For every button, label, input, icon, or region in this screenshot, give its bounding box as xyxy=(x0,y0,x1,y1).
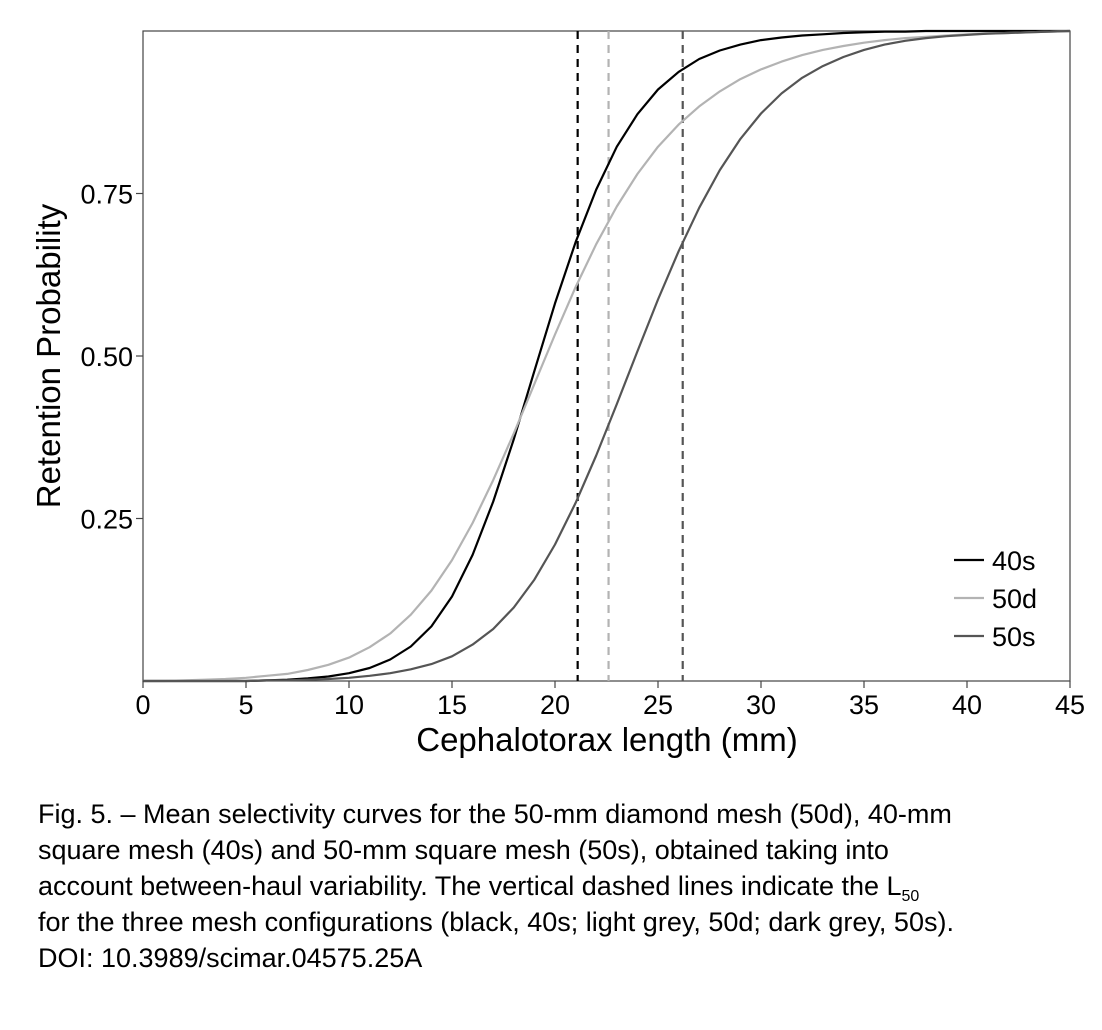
x-tick-label: 45 xyxy=(1055,690,1085,720)
axes: 0 5 10 15 20 25 30 35 40 45 0.25 0.50 0.75 xyxy=(80,180,1085,721)
plot-border xyxy=(142,30,1071,682)
y-tick-label: 0.25 xyxy=(80,505,133,535)
series-line-40s xyxy=(143,29,1070,683)
x-tick-label: 40 xyxy=(952,690,982,720)
legend-label-40s: 40s xyxy=(992,546,1036,576)
caption-line-1: Fig. 5. – Mean selectivity curves for th… xyxy=(38,799,952,829)
x-tick-label: 10 xyxy=(334,690,364,720)
series-line-50d xyxy=(143,29,1071,683)
caption-line-3-text: account between-haul variability. The ve… xyxy=(38,871,902,901)
x-tick-label: 5 xyxy=(238,690,253,720)
y-tick-label: 0.50 xyxy=(80,342,133,372)
y-tick-label: 0.75 xyxy=(80,180,133,210)
legend-label-50s: 50s xyxy=(992,622,1036,652)
caption-line-4: for the three mesh configurations (black… xyxy=(38,907,954,937)
figure-caption: Fig. 5. – Mean selectivity curves for th… xyxy=(38,796,1088,976)
x-tick-label: 25 xyxy=(643,690,673,720)
x-axis-title: Cephalotorax length (mm) xyxy=(416,721,798,758)
x-tick-label: 15 xyxy=(437,690,467,720)
caption-line-5: DOI: 10.3989/scimar.04575.25A xyxy=(38,943,423,973)
l50-lines xyxy=(576,31,684,681)
x-tick-label: 35 xyxy=(849,690,879,720)
caption-line-3: account between-haul variability. The ve… xyxy=(38,868,1088,905)
x-tick-label: 20 xyxy=(540,690,570,720)
legend-label-50d: 50d xyxy=(992,584,1037,614)
y-axis-title: Retention Probability xyxy=(30,203,67,508)
series-line-50s xyxy=(143,29,1071,683)
selectivity-chart: 0 5 10 15 20 25 30 35 40 45 0.25 0.50 0.75 40s 50d 50s… xyxy=(30,29,1085,758)
plot-area xyxy=(142,30,1071,682)
series-lines xyxy=(143,29,1071,683)
x-tick-label: 30 xyxy=(746,690,776,720)
caption-l50-subscript: 50 xyxy=(901,888,920,905)
legend: 40s 50d 50s xyxy=(954,546,1037,652)
x-tick-label: 0 xyxy=(135,690,150,720)
caption-line-2: square mesh (40s) and 50-mm square mesh … xyxy=(38,835,889,865)
